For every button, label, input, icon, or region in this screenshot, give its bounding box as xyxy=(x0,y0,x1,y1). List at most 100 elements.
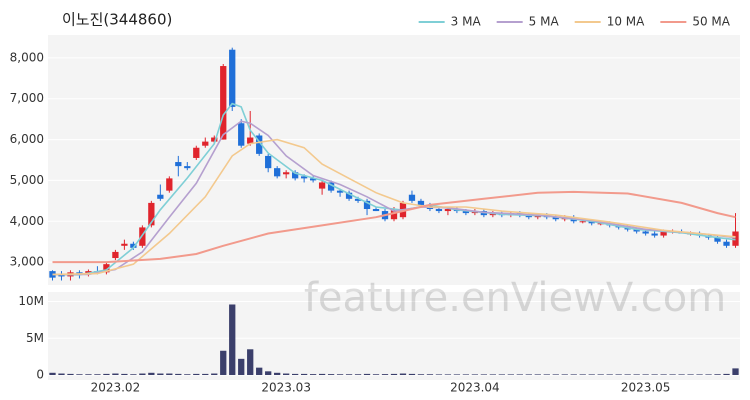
candle-body xyxy=(354,198,362,201)
candle-body xyxy=(58,274,65,277)
candle-body xyxy=(49,271,56,278)
ma-line xyxy=(52,120,736,276)
volume-bar xyxy=(193,373,200,375)
candle-body xyxy=(157,194,164,199)
volume-bar xyxy=(85,374,92,375)
volume-bar xyxy=(58,373,65,375)
candle-body xyxy=(229,49,236,107)
legend-label: 50 MA xyxy=(692,15,730,29)
candle-body xyxy=(283,172,290,175)
volume-bar xyxy=(67,373,74,375)
volume-bar xyxy=(480,374,488,375)
volume-bar xyxy=(291,373,299,375)
volume-bar xyxy=(247,349,254,375)
volume-bar xyxy=(318,373,326,375)
ma-line xyxy=(52,138,736,276)
volume-bar xyxy=(309,374,317,375)
volume-bar xyxy=(552,374,559,375)
candle-body xyxy=(291,172,299,179)
candle-body xyxy=(408,194,416,201)
volume-bar xyxy=(471,374,479,375)
volume-bar xyxy=(426,374,434,375)
price-plot-area xyxy=(48,35,740,285)
x-tick-label: 2023.02 xyxy=(91,381,141,395)
volume-bar xyxy=(498,374,505,375)
x-tick-label: 2023.03 xyxy=(261,381,311,395)
candle-body xyxy=(112,251,119,259)
candle-body xyxy=(220,66,227,140)
volume-bar xyxy=(444,374,452,375)
candle-body xyxy=(139,227,146,246)
candle-body xyxy=(633,229,640,232)
volume-bar xyxy=(202,373,209,375)
volume-bar xyxy=(669,374,676,375)
candle-body xyxy=(300,176,308,179)
candle-body xyxy=(714,237,721,242)
volume-bar xyxy=(345,374,353,375)
volume-bar xyxy=(175,373,182,375)
volume-bar xyxy=(516,374,523,375)
volume-bar xyxy=(579,374,586,375)
candle-body xyxy=(256,135,263,154)
volume-bar xyxy=(399,373,407,375)
volume-bar xyxy=(651,374,658,375)
volume-bar xyxy=(211,373,218,375)
volume-plot-area xyxy=(48,292,740,380)
volume-bar xyxy=(615,374,622,375)
volume-bar xyxy=(274,372,281,375)
candle-body xyxy=(103,264,110,273)
volume-bar xyxy=(130,374,137,375)
volume-bar xyxy=(507,374,514,375)
volume-bar xyxy=(148,372,155,375)
candle-body xyxy=(390,209,398,220)
volume-bar xyxy=(642,374,649,375)
volume-bar xyxy=(220,350,227,375)
y-tick-label: 3,000 xyxy=(10,255,44,269)
candle-body xyxy=(238,123,245,146)
volume-bar xyxy=(166,373,173,375)
candle-body xyxy=(444,209,452,212)
candle-body xyxy=(327,182,335,191)
candle-body xyxy=(318,182,326,189)
volume-bar xyxy=(588,374,595,375)
y-tick-label: 10M xyxy=(18,294,44,308)
candle-body xyxy=(345,192,353,199)
legend-label: 3 MA xyxy=(451,15,482,29)
candle-body xyxy=(247,137,254,144)
volume-bar xyxy=(534,374,541,375)
volume-bar xyxy=(678,374,685,375)
volume-bar xyxy=(723,373,730,375)
y-tick-label: 7,000 xyxy=(10,91,44,105)
volume-bar xyxy=(139,373,146,375)
volume-bar xyxy=(714,374,721,375)
candle-body xyxy=(732,231,739,246)
candle-body xyxy=(265,155,272,169)
volume-bar xyxy=(336,374,344,375)
volume-bar xyxy=(372,374,380,375)
legend-label: 5 MA xyxy=(529,15,560,29)
volume-bar xyxy=(121,373,128,375)
volume-bar xyxy=(633,374,640,375)
candle-body xyxy=(202,141,209,146)
y-tick-label: 0 xyxy=(36,368,44,382)
volume-bar xyxy=(327,374,335,375)
volume-bar xyxy=(660,374,667,375)
volume-bar xyxy=(390,373,398,375)
candle-body xyxy=(525,215,532,218)
y-tick-label: 6,000 xyxy=(10,132,44,146)
volume-bar xyxy=(543,374,550,375)
candle-body xyxy=(579,221,586,223)
volume-bar xyxy=(184,374,191,375)
candle-body xyxy=(651,233,658,236)
volume-bar xyxy=(229,304,236,375)
volume-bar xyxy=(112,373,119,375)
candle-body xyxy=(148,202,155,226)
y-tick-label: 5,000 xyxy=(10,173,44,187)
volume-bar xyxy=(265,371,272,375)
volume-bar xyxy=(489,374,497,375)
volume-bar xyxy=(624,374,631,375)
volume-bar xyxy=(103,373,110,375)
volume-bar xyxy=(561,374,568,375)
candle-body xyxy=(372,209,380,212)
